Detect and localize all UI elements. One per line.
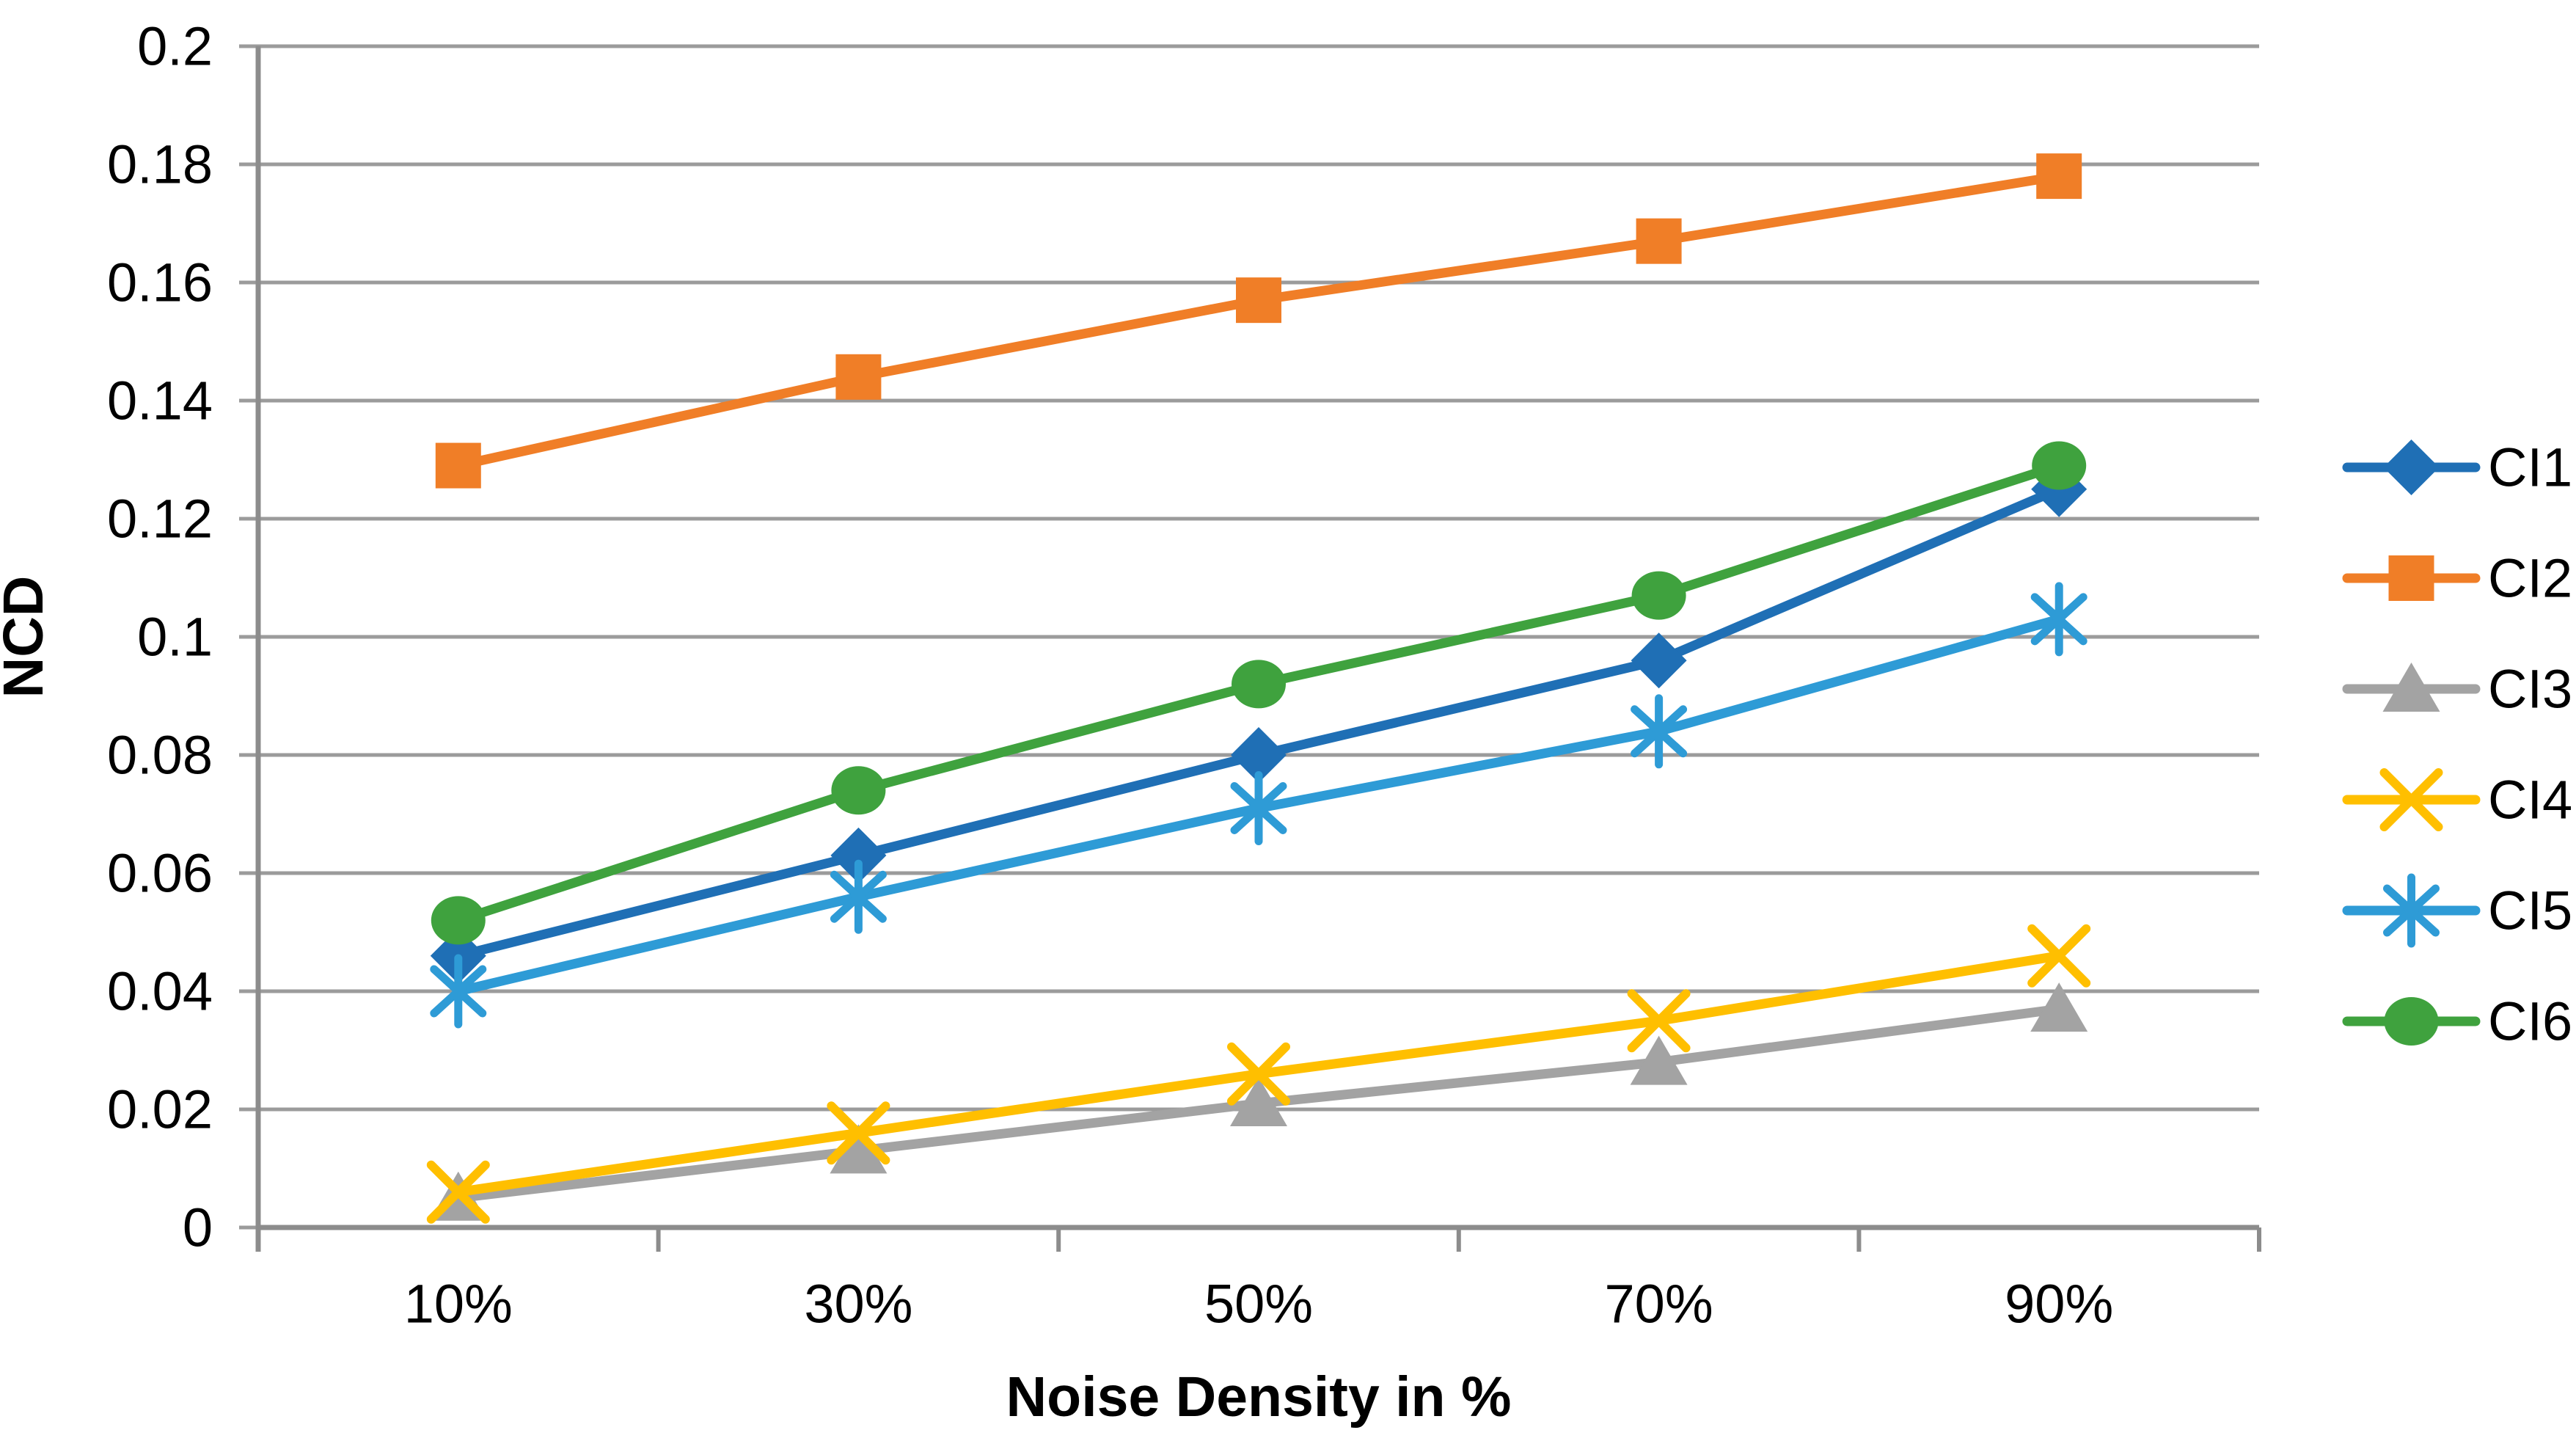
legend-item-CI5: CI5 bbox=[2342, 873, 2572, 948]
y-axis-tick-labels: 0 0.02 0.04 0.06 0.08 0.1 0.12 0.14 0.16 0.18 0.2 bbox=[107, 16, 213, 1258]
series-CI6 bbox=[431, 441, 2087, 945]
x-tick-label: 30% bbox=[804, 1274, 912, 1335]
legend-item-CI1: CI1 bbox=[2342, 437, 2572, 498]
data-series bbox=[426, 153, 2091, 1224]
y-tick-label: 0.12 bbox=[107, 489, 213, 550]
series-CI4 bbox=[426, 924, 2091, 1224]
x-tick-label: 70% bbox=[1605, 1274, 1713, 1335]
legend-label: CI2 bbox=[2488, 548, 2572, 609]
legend-item-CI2: CI2 bbox=[2342, 548, 2572, 609]
y-tick-label: 0.04 bbox=[107, 961, 213, 1022]
y-tick-label: 0.16 bbox=[107, 252, 213, 313]
legend-marker-diamond-icon bbox=[2383, 439, 2440, 495]
x-tick-label: 10% bbox=[404, 1274, 513, 1335]
y-tick-label: 0.06 bbox=[107, 843, 213, 904]
legend-label: CI6 bbox=[2488, 991, 2572, 1052]
legend: CI1 CI2 CI3 CI4 CI5 CI6 bbox=[2342, 437, 2572, 1052]
legend-marker-asterisk-icon bbox=[2383, 873, 2440, 948]
series-CI5 bbox=[430, 582, 2087, 1029]
legend-marker-square-icon bbox=[2388, 555, 2434, 601]
y-axis-title: NCD bbox=[0, 576, 55, 698]
y-tick-label: 0.02 bbox=[107, 1079, 213, 1140]
series-CI2 bbox=[435, 153, 2082, 489]
y-tick-label: 0.2 bbox=[137, 16, 213, 77]
legend-label: CI1 bbox=[2488, 437, 2572, 498]
gridlines bbox=[239, 44, 2259, 1230]
legend-label: CI3 bbox=[2488, 659, 2572, 720]
series-CI3 bbox=[429, 982, 2088, 1221]
y-tick-label: 0.1 bbox=[137, 607, 213, 668]
y-tick-label: 0.18 bbox=[107, 134, 213, 195]
legend-marker-triangle-icon bbox=[2382, 663, 2440, 712]
x-tick-label: 90% bbox=[2005, 1274, 2113, 1335]
x-tick-label: 50% bbox=[1204, 1274, 1313, 1335]
x-axis-title: Noise Density in % bbox=[1006, 1365, 1512, 1429]
axes bbox=[255, 46, 2261, 1252]
legend-item-CI4: CI4 bbox=[2342, 768, 2572, 831]
x-axis-tick-labels: 10% 30% 50% 70% 90% bbox=[404, 1274, 2114, 1335]
y-tick-label: 0.14 bbox=[107, 371, 213, 431]
legend-marker-x-icon bbox=[2379, 768, 2443, 831]
legend-label: CI5 bbox=[2488, 880, 2572, 941]
legend-item-CI6: CI6 bbox=[2342, 991, 2572, 1052]
legend-label: CI4 bbox=[2488, 770, 2572, 831]
y-tick-label: 0.08 bbox=[107, 725, 213, 786]
legend-marker-circle-icon bbox=[2384, 997, 2439, 1046]
legend-item-CI3: CI3 bbox=[2342, 659, 2572, 720]
y-tick-label: 0 bbox=[183, 1197, 213, 1258]
